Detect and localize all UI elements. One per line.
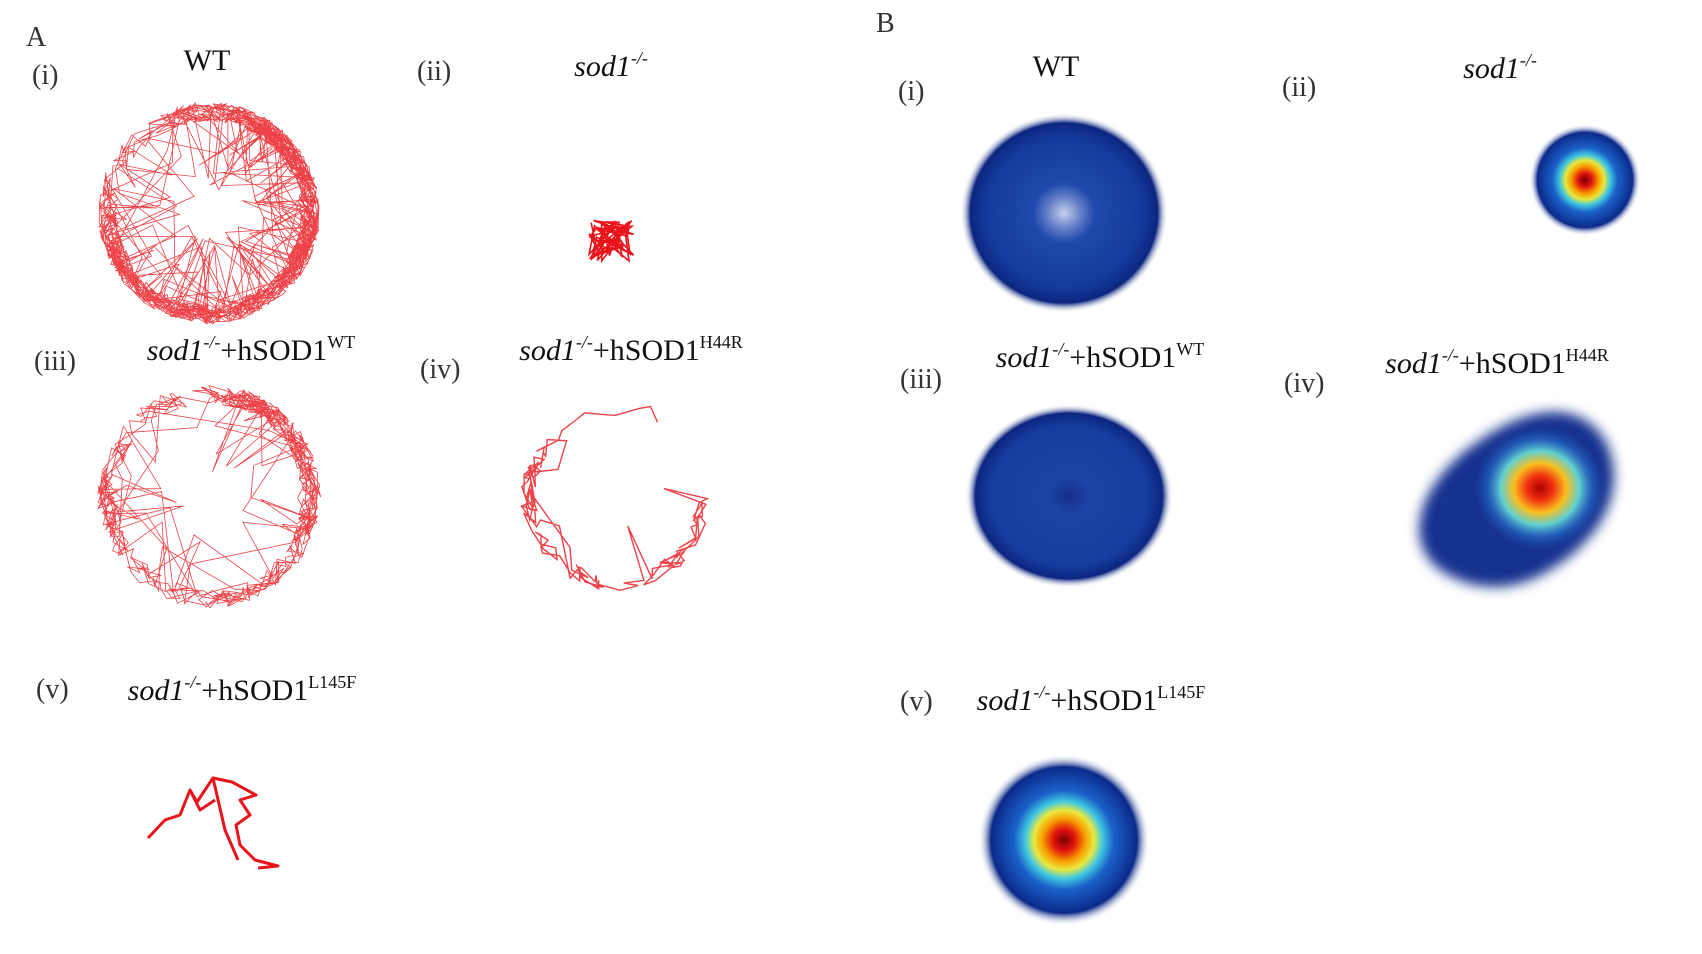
subpanel-title: sod1-/-+hSOD1WT xyxy=(147,332,356,367)
title-part: H44R xyxy=(1566,345,1609,365)
title-part: sod1 xyxy=(996,341,1053,374)
title-part: +hSOD1 xyxy=(220,334,327,367)
title-part: -/- xyxy=(203,332,220,352)
heatmap xyxy=(960,113,1168,313)
subpanel-title: sod1-/-+hSOD1H44R xyxy=(519,332,743,367)
subpanel-label: (v) xyxy=(36,674,69,705)
subpanel-label: (iv) xyxy=(420,354,460,385)
title-part: -/- xyxy=(1033,682,1050,702)
title-part: L145F xyxy=(1157,682,1205,702)
subpanel-label: (i) xyxy=(32,60,58,91)
subpanel-title: sod1-/- xyxy=(574,48,648,83)
title-part: H44R xyxy=(700,332,743,352)
heatmap xyxy=(1529,124,1641,236)
subpanel-title: sod1-/-+hSOD1H44R xyxy=(1385,345,1609,380)
title-part: +hSOD1 xyxy=(593,334,700,367)
subpanel-label: (i) xyxy=(898,76,924,107)
title-part: -/- xyxy=(1520,50,1537,70)
subpanel-label: (iv) xyxy=(1284,368,1324,399)
tracks xyxy=(97,102,710,870)
title-part: +hSOD1 xyxy=(201,674,308,707)
title-part: WT xyxy=(327,332,355,352)
subpanel-label: (iii) xyxy=(900,364,942,395)
subpanel-title: sod1-/-+hSOD1L145F xyxy=(128,672,357,707)
title-part: L145F xyxy=(308,672,356,692)
subpanel-label: (iii) xyxy=(34,346,76,377)
track xyxy=(146,776,280,870)
track xyxy=(587,219,635,264)
title-part: sod1 xyxy=(977,684,1034,717)
track xyxy=(98,102,320,325)
title-part: sod1 xyxy=(519,334,576,367)
title-part: +hSOD1 xyxy=(1069,341,1176,374)
panel-label: B xyxy=(876,8,895,39)
subpanel-label: (v) xyxy=(900,686,933,717)
heatmaps xyxy=(960,113,1641,926)
subpanel-label: (ii) xyxy=(417,56,451,87)
title-part: sod1 xyxy=(1385,347,1442,380)
title-part: sod1 xyxy=(128,674,185,707)
title-part: WT xyxy=(1033,50,1080,83)
subpanel-title: WT xyxy=(184,44,231,77)
track xyxy=(520,405,710,592)
title-part: WT xyxy=(184,44,231,77)
title-part: sod1 xyxy=(147,334,204,367)
title-part: -/- xyxy=(576,332,593,352)
heatmap xyxy=(978,754,1150,926)
subpanel-title: sod1-/-+hSOD1WT xyxy=(996,339,1205,374)
title-part: -/- xyxy=(1442,345,1459,365)
heatmap xyxy=(1419,411,1614,587)
panel-label: A xyxy=(26,22,47,53)
title-part: -/- xyxy=(184,672,201,692)
title-part: sod1 xyxy=(574,50,631,83)
title-part: -/- xyxy=(631,48,648,68)
subpanel-title: WT xyxy=(1033,50,1080,83)
title-part: +hSOD1 xyxy=(1459,347,1566,380)
subpanel-title: sod1-/- xyxy=(1463,50,1537,85)
track xyxy=(97,384,322,609)
title-part: WT xyxy=(1176,339,1204,359)
subpanel-label: (ii) xyxy=(1282,72,1316,103)
title-part: -/- xyxy=(1052,339,1069,359)
title-part: +hSOD1 xyxy=(1050,684,1157,717)
subpanel-title: sod1-/-+hSOD1L145F xyxy=(977,682,1206,717)
heatmap xyxy=(965,404,1173,588)
title-part: sod1 xyxy=(1463,52,1520,85)
